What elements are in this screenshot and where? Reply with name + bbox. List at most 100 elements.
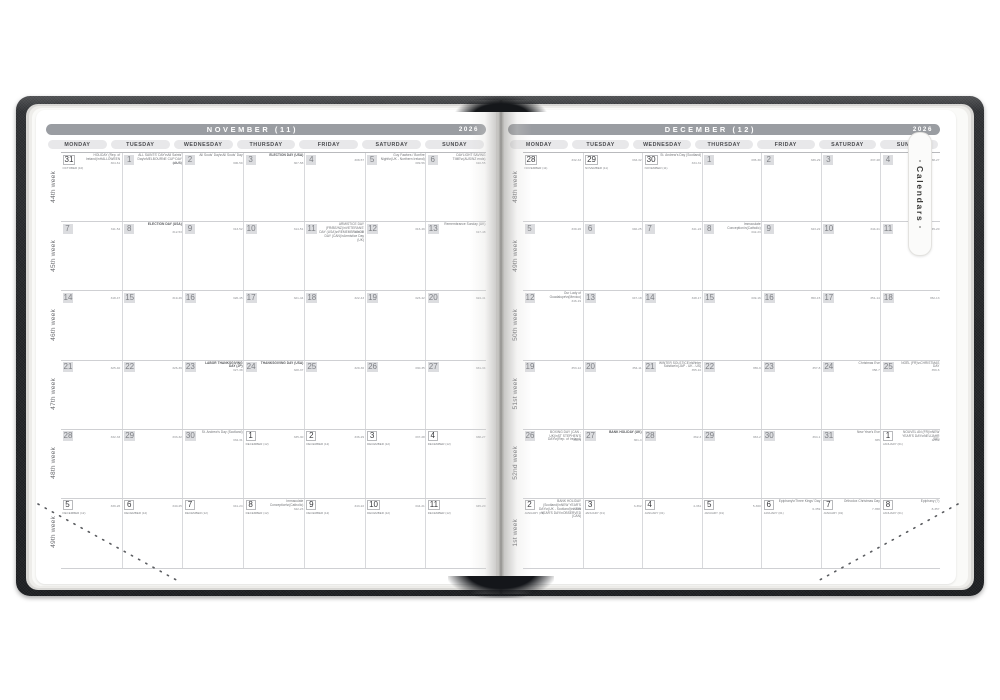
day-cell[interactable]: 6 DAYLIGHT SAVING TIME\n(AUS/NZ ends) 310-… bbox=[425, 153, 487, 223]
day-cell[interactable]: 12 316-49 bbox=[364, 222, 427, 292]
day-cell[interactable]: 5 Guy Fawkes / Bonfire Night\n(UK - North… bbox=[364, 153, 427, 223]
day-cell[interactable]: 16 320-45 bbox=[182, 291, 244, 361]
day-cell[interactable]: 4 308-57 bbox=[303, 153, 366, 223]
day-cell[interactable]: 25 NOËL (FR)\nCHRISTMAS DAY 359-6 bbox=[880, 360, 941, 430]
day-cell[interactable]: 7 DECEMBER (12) 341-24 bbox=[182, 498, 244, 568]
day-cell[interactable]: 30 364-1 bbox=[761, 429, 822, 499]
day-cell[interactable]: 27 331-34 bbox=[425, 360, 487, 430]
day-cell[interactable]: 29 333-32 bbox=[121, 429, 184, 499]
day-cell[interactable]: 15 319-46 bbox=[121, 291, 184, 361]
day-cell[interactable]: 26 330-35 bbox=[364, 360, 427, 430]
day-of-year-counter: 321-44 bbox=[293, 296, 304, 301]
day-cell[interactable]: 19 323-42 bbox=[364, 291, 427, 361]
day-cell[interactable]: 24 THANKSGIVING DAY (USA) 328-37 bbox=[243, 360, 305, 430]
day-cell[interactable]: 14 318-47 bbox=[61, 291, 122, 360]
day-cell[interactable]: 8 JANUARY (01) Epiphany (?) 8-357 bbox=[880, 498, 941, 568]
day-cell[interactable]: 9 313-52 bbox=[182, 222, 244, 292]
day-cell[interactable]: 20 354-11 bbox=[582, 360, 644, 430]
day-cell[interactable]: 15 349-16 bbox=[701, 291, 763, 361]
day-cell[interactable]: 10 314-51 bbox=[243, 222, 305, 292]
index-tab-calendars[interactable]: Calendars bbox=[908, 132, 932, 256]
day-cell[interactable]: 8 DECEMBER (12) Immaculate Conception\n(Ca… bbox=[243, 498, 305, 568]
day-number: 2 bbox=[306, 431, 317, 442]
week-label-cell: 51st week bbox=[508, 360, 523, 429]
day-cell[interactable]: 7 341-24 bbox=[642, 222, 703, 292]
day-cell[interactable]: 28 NOVEMBER (11) 332-33 bbox=[523, 153, 583, 222]
day-number: 5 bbox=[367, 154, 378, 165]
day-cell[interactable]: 31 New Year's Eve 365 bbox=[820, 429, 882, 499]
day-cell[interactable]: 21 325-40 bbox=[61, 361, 122, 430]
day-cell[interactable]: 19 353-12 bbox=[523, 361, 583, 430]
day-cell[interactable]: 22 356-9 bbox=[701, 360, 763, 430]
day-cell[interactable]: 30 St. Andrew's Day (Scotland) 334-31 bbox=[182, 429, 244, 499]
day-cell[interactable]: 25 329-36 bbox=[303, 360, 366, 430]
day-cell[interactable]: 1 JANUARY (01) NOUVEL AN (FR)\nNEW YEAR'S … bbox=[880, 429, 941, 499]
day-cell[interactable]: 6 DECEMBER (12) 340-25 bbox=[121, 498, 184, 568]
day-cell[interactable]: 1 335-30 bbox=[701, 153, 763, 223]
day-cell[interactable]: 13 347-18 bbox=[582, 291, 644, 361]
day-cell[interactable]: 7 311-54 bbox=[61, 222, 122, 291]
day-cell[interactable]: 16 350-15 bbox=[761, 291, 822, 361]
day-cell[interactable]: 12 Our Lady of Guadalupe\n(Mexico) 346-19 bbox=[523, 291, 583, 360]
day-cell[interactable]: 8 Immaculate Conception\n(Catholic) 342-23 bbox=[701, 222, 763, 292]
month-header-bar-november: NOVEMBER (11) 2026 bbox=[46, 124, 486, 135]
day-cell[interactable]: 2 All Souls' Day\nAll Souls' Day 306-59 bbox=[182, 153, 244, 223]
day-cell[interactable]: 3 337-28 bbox=[820, 153, 882, 223]
day-cell[interactable]: 23 357-8 bbox=[761, 360, 822, 430]
day-cell[interactable]: 31 OCTOBER (10) HOLIDAY (Rep. of Ireland)\… bbox=[61, 153, 122, 222]
day-cell[interactable]: 14 348-17 bbox=[642, 291, 703, 361]
day-cell[interactable]: 18 352-13 bbox=[880, 291, 941, 361]
day-cell[interactable]: 10 DECEMBER (12) 344-21 bbox=[364, 498, 427, 568]
day-cell[interactable]: 22 326-39 bbox=[121, 360, 184, 430]
day-event-text: ARMISTICE DAY (FR/BE/NZ)\nVETERANS' DAY … bbox=[319, 222, 365, 242]
day-cell[interactable]: 11 ARMISTICE DAY (FR/BE/NZ)\nVETERANS' DA… bbox=[303, 222, 366, 292]
day-cell[interactable]: 13 Remembrance Sunday (UK) 317-48 bbox=[425, 222, 487, 292]
day-cell[interactable]: 1 DECEMBER (12) 335-30 bbox=[243, 429, 305, 499]
day-cell[interactable]: 28 362-3 bbox=[642, 429, 703, 499]
day-event-text: All Souls' Day\nAll Souls' Day bbox=[199, 153, 243, 157]
day-number: 4 bbox=[644, 500, 655, 511]
day-cell[interactable]: 6 JANUARY (01) Epiphany\nThree Kings' Day 6… bbox=[761, 498, 822, 568]
day-cell[interactable]: 3 ELECTION DAY (USA) 307-58 bbox=[243, 153, 305, 223]
day-number: 30 bbox=[644, 154, 658, 165]
day-cell[interactable]: 4 DECEMBER (12) 338-27 bbox=[425, 429, 487, 499]
day-cell[interactable]: 10 344-21 bbox=[820, 222, 882, 292]
day-cell[interactable]: 30 NOVEMBER (11) St. Andrew's Day (Scotlan… bbox=[642, 153, 703, 223]
day-cell[interactable]: 29 NOVEMBER (11) 333-32 bbox=[582, 153, 644, 223]
day-cell[interactable]: 11 345-20 bbox=[880, 222, 941, 292]
week-label-cell: 48th week bbox=[508, 152, 523, 221]
day-cell[interactable]: 28 332-33 bbox=[61, 430, 122, 499]
day-cell[interactable]: 9 DECEMBER (12) 343-22 bbox=[303, 498, 366, 568]
day-cell[interactable]: 11 DECEMBER (12) 345-20 bbox=[425, 498, 487, 568]
day-cell[interactable]: 7 JANUARY (01) Orthodox Christmas Day 7-358 bbox=[820, 498, 882, 568]
day-cell[interactable]: 1 ALL SAINTS' DAY\nAll Saints' Day\nMELBO… bbox=[121, 153, 184, 223]
day-cell[interactable]: 29 363-2 bbox=[701, 429, 763, 499]
day-cell[interactable]: 3 JANUARY (01) 3-362 bbox=[582, 498, 644, 568]
day-cell[interactable]: 3 DECEMBER (12) 337-28 bbox=[364, 429, 427, 499]
day-cell[interactable]: 18 322-43 bbox=[303, 291, 366, 361]
day-cell[interactable]: 21 WINTER SOLSTICE\nWinter Solstice\n(JAP… bbox=[642, 360, 703, 430]
day-cell[interactable]: 5 DECEMBER (12) 339-26 bbox=[61, 499, 122, 568]
day-cell[interactable]: 17 351-14 bbox=[820, 291, 882, 361]
day-cell[interactable]: 2 DECEMBER (12) 336-29 bbox=[303, 429, 366, 499]
day-header-thursday: Thursday bbox=[236, 140, 296, 149]
day-cell[interactable]: 17 321-44 bbox=[243, 291, 305, 361]
day-cell[interactable]: 20 324-41 bbox=[425, 291, 487, 361]
day-cell[interactable]: 9 343-22 bbox=[761, 222, 822, 292]
day-cell[interactable]: 2 336-29 bbox=[761, 153, 822, 223]
day-cell[interactable]: 4 338-27 bbox=[880, 153, 941, 223]
day-number: 7 bbox=[823, 500, 834, 511]
day-cell[interactable]: 26 BOXING DAY (CAN - UK)\nST STEPHEN'S DA… bbox=[523, 430, 583, 499]
day-cell[interactable]: 8 ELECTION DAY (USA) 312-53 bbox=[121, 222, 184, 292]
day-cell[interactable]: 23 LABOR THANKSGIVING DAY (JP) 327-38 bbox=[182, 360, 244, 430]
day-cell[interactable]: 2 JANUARY (01) BANK HOLIDAY (Scotland)\nNE… bbox=[523, 499, 583, 568]
day-cell[interactable]: 4 JANUARY (01) 4-361 bbox=[642, 498, 703, 568]
day-of-year-counter: 362-3 bbox=[693, 434, 702, 439]
day-cell[interactable]: 24 Christmas Eve 358-7 bbox=[820, 360, 882, 430]
day-cell[interactable]: 5 339-26 bbox=[523, 222, 583, 291]
day-number: 17 bbox=[245, 292, 257, 303]
day-cell[interactable]: 5 JANUARY (01) 5-360 bbox=[701, 498, 763, 568]
day-cell[interactable]: 27 BANK HOLIDAY (UK) 361-4 bbox=[582, 429, 644, 499]
day-cell[interactable]: 6 340-25 bbox=[582, 222, 644, 292]
